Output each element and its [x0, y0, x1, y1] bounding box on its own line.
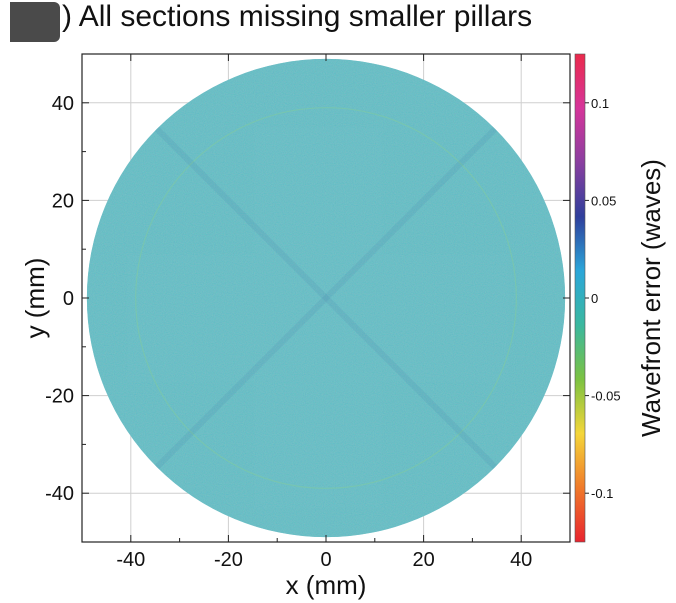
colorbar-label: Wavefront error (waves) [636, 159, 666, 437]
y-tick-label: -40 [45, 483, 74, 505]
y-axis-ticks: 40 20 0 -20 -40 [45, 93, 570, 505]
colorbar-tick-label: 0 [591, 291, 598, 306]
aperture-noise-texture [86, 58, 566, 538]
y-tick-label: 0 [63, 288, 74, 310]
chart-title: ) All sections missing smaller pillars [62, 0, 532, 34]
y-tick-label: -20 [45, 386, 74, 408]
x-tick-label: 0 [320, 549, 331, 571]
colorbar-tick-label: 0.05 [591, 193, 616, 208]
colorbar-tick-label: -0.1 [591, 486, 613, 501]
x-tick-label: -40 [116, 549, 145, 571]
aperture-map [86, 58, 566, 538]
y-axis-label: y (mm) [20, 258, 50, 339]
x-axis-label: x (mm) [286, 570, 367, 600]
panel-label-paren: ) [62, 0, 72, 33]
colorbar-bar [574, 53, 586, 543]
y-tick-label: 20 [52, 190, 74, 212]
x-tick-label: -20 [214, 549, 243, 571]
aperture-inner-ring [135, 107, 517, 489]
x-tick-label: 40 [510, 549, 532, 571]
colorbar-tick-label: 0.1 [591, 96, 609, 111]
chart-title-text: All sections missing smaller pillars [78, 0, 533, 33]
x-axis-ticks: -40 -20 0 20 40 [81, 53, 571, 571]
colorbar: 0.1 0.05 0 -0.05 -0.1 [574, 53, 621, 543]
aperture-diagonal-feature [151, 123, 501, 473]
aperture-diagonal-feature [151, 123, 501, 473]
colorbar-tick-label: -0.05 [591, 389, 621, 404]
panel-label-badge [10, 2, 60, 42]
x-tick-label: 20 [412, 549, 434, 571]
y-tick-label: 40 [52, 93, 74, 115]
